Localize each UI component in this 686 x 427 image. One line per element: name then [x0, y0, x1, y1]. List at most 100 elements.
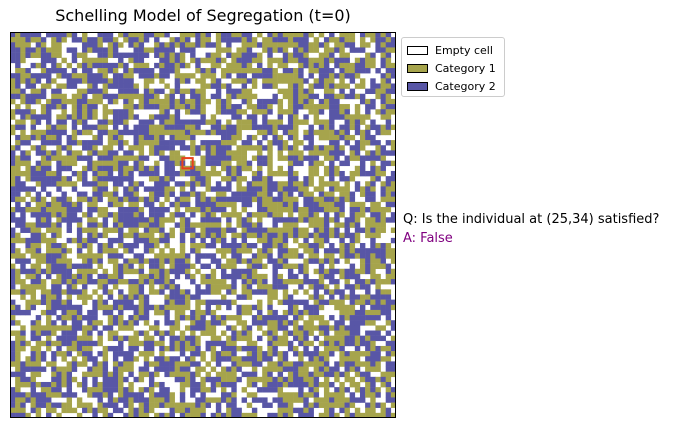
grid-cell-category-2 [138, 237, 145, 244]
grid-cell-category-2 [35, 93, 42, 100]
grid-cell-category-1 [195, 412, 201, 418]
grid-cell-category-1 [359, 351, 366, 357]
grid-cell-category-2 [143, 98, 150, 105]
grid-cell-category-1 [10, 37, 16, 43]
grid-cell-category-2 [10, 212, 16, 218]
grid-cell-category-1 [76, 381, 83, 388]
grid-cell-category-2 [318, 124, 325, 131]
grid-cell-category-1 [215, 170, 222, 177]
grid-cell-category-2 [282, 248, 289, 254]
grid-cell-category-2 [200, 176, 206, 182]
grid-cell-category-1 [51, 201, 57, 208]
grid-cell-category-2 [159, 88, 165, 95]
grid-cell-category-1 [179, 289, 186, 295]
grid-cell-category-1 [293, 237, 299, 244]
grid-cell-category-2 [344, 253, 350, 259]
grid-cell-category-2 [231, 407, 237, 414]
grid-cell-category-1 [298, 93, 304, 100]
grid-cell-category-1 [329, 201, 335, 208]
grid-cell-category-1 [154, 124, 160, 131]
grid-cell-category-2 [190, 170, 196, 177]
grid-cell-category-2 [148, 222, 155, 228]
grid-cell-category-1 [123, 119, 129, 125]
grid-cell-category-2 [154, 47, 160, 53]
grid-cell-category-2 [138, 397, 145, 403]
grid-cell-category-2 [323, 62, 330, 69]
grid-cell-category-1 [169, 88, 175, 95]
grid-cell-category-1 [164, 98, 170, 105]
grid-cell-category-1 [241, 42, 247, 48]
grid-cell-category-1 [257, 248, 263, 254]
grid-cell-category-2 [370, 361, 376, 367]
grid-cell-category-2 [215, 402, 222, 408]
grid-cell-category-2 [277, 124, 284, 131]
grid-cell-category-1 [334, 181, 340, 187]
grid-cell-category-1 [200, 407, 206, 414]
grid-cell-category-1 [97, 407, 103, 414]
grid-cell-category-1 [293, 397, 299, 403]
grid-cell-category-2 [118, 397, 124, 403]
grid-cell-category-2 [128, 129, 134, 136]
grid-cell-category-2 [205, 42, 211, 48]
grid-cell-category-2 [25, 243, 31, 249]
grid-cell-category-2 [365, 289, 371, 295]
grid-cell-category-1 [56, 145, 62, 151]
grid-cell-category-2 [174, 289, 181, 295]
grid-cell-category-2 [287, 309, 294, 316]
grid-cell-category-2 [51, 32, 57, 38]
grid-cell-category-1 [148, 227, 155, 233]
grid-cell-category-2 [71, 217, 78, 223]
grid-cell-category-1 [35, 88, 42, 95]
grid-cell-category-1 [76, 140, 83, 146]
grid-cell-category-1 [51, 294, 57, 300]
grid-cell-category-2 [205, 299, 211, 306]
grid-cell-category-1 [318, 222, 325, 228]
grid-cell-category-2 [282, 376, 289, 383]
grid-cell-category-1 [344, 294, 350, 300]
grid-cell-category-1 [92, 232, 98, 239]
grid-cell-category-2 [210, 160, 217, 167]
grid-cell-category-1 [123, 93, 129, 100]
grid-cell-category-2 [143, 32, 150, 38]
grid-cell-category-2 [195, 253, 201, 259]
grid-cell-category-1 [169, 57, 175, 64]
grid-cell-category-2 [329, 273, 335, 280]
grid-cell-category-2 [359, 397, 366, 403]
grid-cell-category-2 [293, 109, 299, 115]
grid-cell-category-2 [154, 37, 160, 43]
grid-cell-category-1 [184, 299, 191, 306]
grid-cell-category-1 [241, 206, 247, 213]
grid-cell-category-1 [200, 57, 206, 64]
grid-cell-category-2 [349, 145, 356, 151]
grid-cell-category-2 [87, 222, 93, 228]
grid-cell-category-1 [241, 289, 247, 295]
grid-cell-category-2 [380, 145, 386, 151]
grid-cell-category-2 [51, 181, 57, 187]
grid-cell-category-2 [46, 381, 52, 388]
grid-cell-category-1 [118, 392, 124, 398]
grid-cell-category-1 [267, 227, 273, 233]
grid-cell-category-1 [226, 68, 232, 74]
grid-cell-category-1 [354, 170, 361, 177]
grid-cell-category-2 [215, 155, 222, 161]
grid-cell-category-2 [195, 201, 201, 208]
grid-cell-category-2 [221, 243, 227, 249]
grid-cell-category-1 [71, 407, 78, 414]
grid-cell-category-1 [329, 402, 335, 408]
grid-cell-category-1 [221, 366, 227, 372]
grid-cell-category-1 [221, 83, 227, 89]
grid-cell-category-2 [303, 345, 309, 352]
grid-cell-category-2 [20, 227, 26, 233]
grid-cell-category-1 [15, 165, 21, 172]
grid-cell-category-2 [370, 212, 376, 218]
grid-cell-category-2 [262, 351, 268, 357]
grid-cell-category-1 [61, 181, 67, 187]
grid-cell-category-2 [123, 387, 129, 393]
grid-cell-category-1 [380, 356, 386, 362]
grid-cell-category-2 [30, 73, 36, 79]
grid-cell-category-2 [298, 42, 304, 48]
grid-cell-category-1 [102, 73, 109, 79]
grid-cell-category-1 [123, 196, 129, 203]
grid-cell-category-2 [267, 356, 273, 362]
grid-cell-category-2 [179, 232, 186, 239]
